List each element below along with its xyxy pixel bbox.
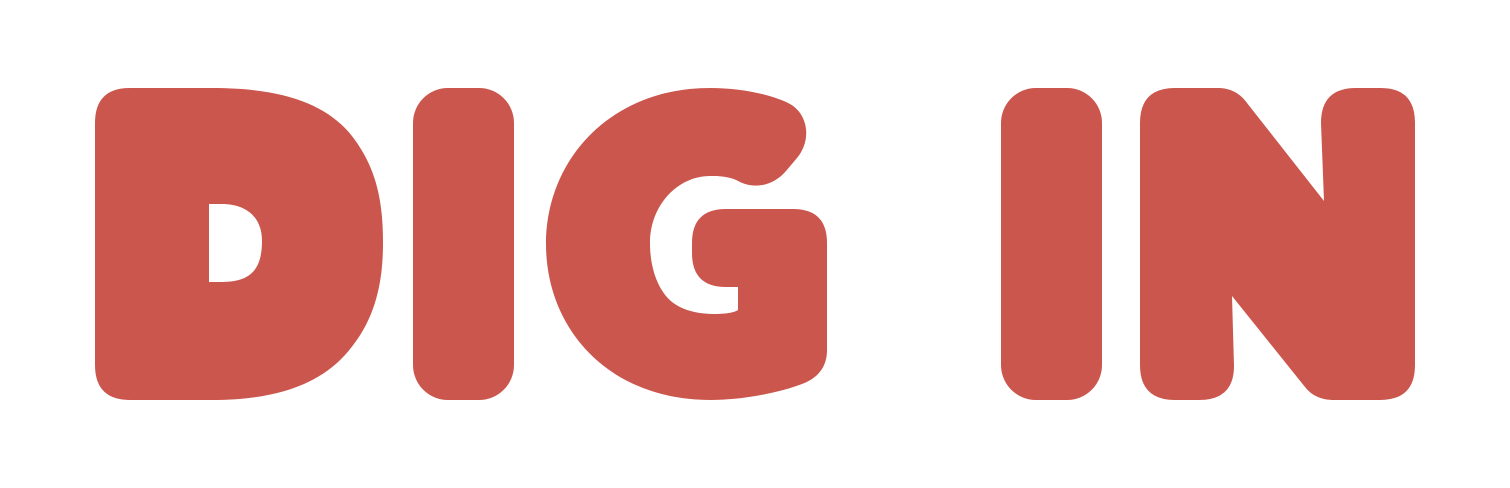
letter-d — [95, 88, 383, 400]
letter-n — [1140, 88, 1415, 400]
logo-letters — [95, 88, 1415, 400]
letter-i-first — [413, 88, 514, 400]
letter-g — [546, 88, 827, 400]
letter-i-second — [1001, 88, 1102, 400]
